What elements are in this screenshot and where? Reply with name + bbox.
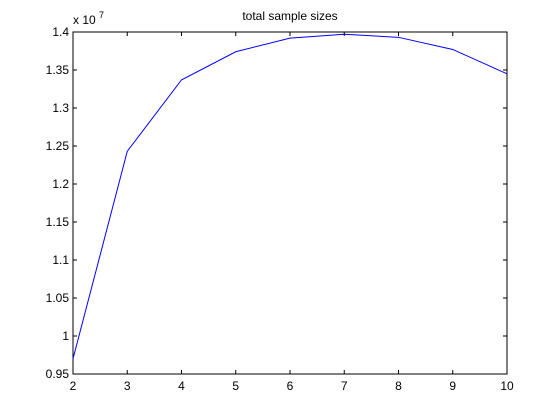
x-tick-label: 10	[500, 379, 514, 393]
x-axis-ticks: 2 3 4 5 6 7 8 9 10	[70, 32, 514, 393]
y-tick-label: 1.1	[52, 253, 69, 267]
x-tick-label: 8	[395, 379, 402, 393]
y-tick-label: 1.3	[52, 101, 69, 115]
x-tick-label: 7	[341, 379, 348, 393]
x-tick-label: 3	[124, 379, 131, 393]
y-tick-label: 0.95	[46, 367, 70, 381]
y-tick-label: 1.4	[52, 25, 69, 39]
y-tick-label: 1.25	[46, 139, 70, 153]
x-tick-label: 2	[70, 379, 77, 393]
x-tick-label: 5	[232, 379, 239, 393]
x-tick-label: 4	[178, 379, 185, 393]
y-tick-label: 1.2	[52, 177, 69, 191]
y-tick-label: 1.15	[46, 215, 70, 229]
x-tick-label: 9	[449, 379, 456, 393]
y-tick-label: 1	[62, 329, 69, 343]
y-tick-label: 1.05	[46, 291, 70, 305]
x-tick-label: 6	[287, 379, 294, 393]
plot-area	[72, 31, 508, 375]
y-axis-multiplier: x 10 7	[73, 10, 104, 27]
series-line-1	[72, 33, 508, 359]
multiplier-base: x 10	[73, 13, 96, 27]
multiplier-exponent: 7	[99, 10, 104, 20]
y-axis-ticks: 0.95 1 1.05 1.1 1.15 1.2 1.25 1.3 1.35 1.4	[46, 25, 507, 381]
chart-title: total sample sizes	[242, 9, 337, 23]
y-tick-label: 1.35	[46, 63, 70, 77]
series-group	[72, 33, 508, 359]
